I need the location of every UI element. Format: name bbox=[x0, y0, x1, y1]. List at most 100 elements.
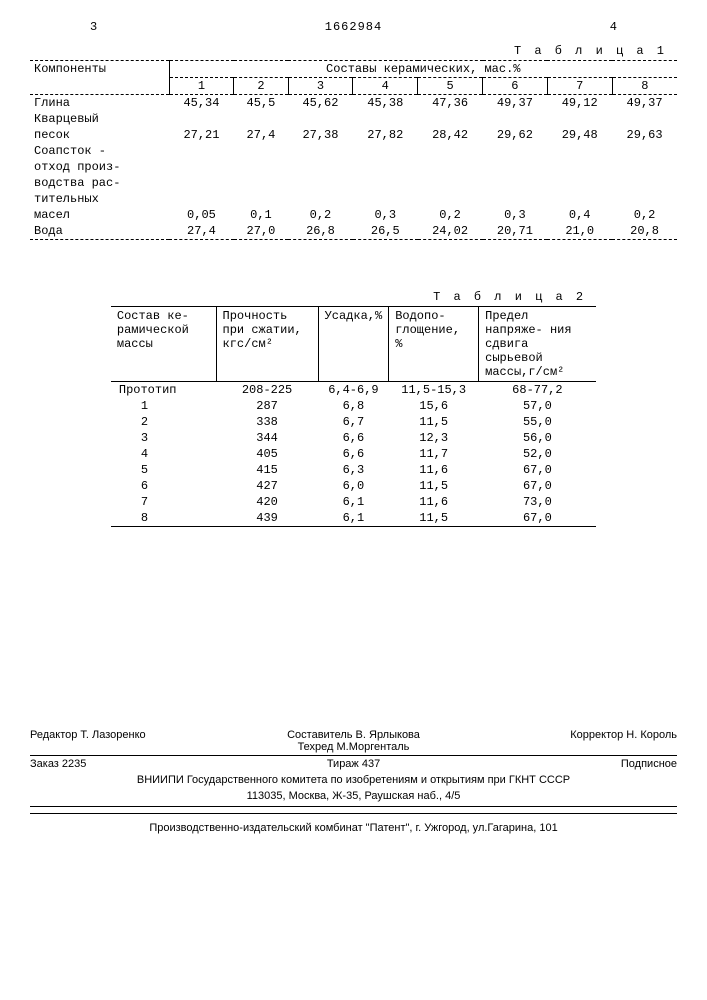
footer-compiler: Составитель В. Ярлыкова bbox=[246, 729, 462, 741]
row-label: масел bbox=[30, 207, 169, 223]
footer-order: Заказ 2235 bbox=[30, 758, 246, 770]
table-row: 54156,311,667,0 bbox=[111, 462, 596, 478]
cell: 6,6 bbox=[318, 430, 389, 446]
cell bbox=[353, 175, 418, 191]
t1-col: 4 bbox=[353, 78, 418, 95]
cell: 6,7 bbox=[318, 414, 389, 430]
cell bbox=[169, 175, 234, 191]
cell bbox=[483, 191, 548, 207]
cell: 27,82 bbox=[353, 127, 418, 143]
cell: 20,71 bbox=[483, 223, 548, 240]
cell bbox=[547, 191, 612, 207]
t2-col: Водопо- глощение, % bbox=[389, 307, 479, 382]
cell: 56,0 bbox=[479, 430, 596, 446]
cell: 6,1 bbox=[318, 494, 389, 510]
t2-col: Состав ке- рамической массы bbox=[111, 307, 216, 382]
cell: 287 bbox=[216, 398, 318, 414]
row-label: Глина bbox=[30, 95, 169, 112]
table-row: Глина45,3445,545,6245,3847,3649,3749,124… bbox=[30, 95, 677, 112]
cell: 55,0 bbox=[479, 414, 596, 430]
cell bbox=[353, 143, 418, 159]
cell: 11,5 bbox=[389, 478, 479, 494]
cell bbox=[234, 191, 288, 207]
cell: 3 bbox=[111, 430, 216, 446]
cell bbox=[483, 175, 548, 191]
cell: 6,8 bbox=[318, 398, 389, 414]
cell: 405 bbox=[216, 446, 318, 462]
cell bbox=[547, 159, 612, 175]
cell: 29,62 bbox=[483, 127, 548, 143]
cell: 0,2 bbox=[612, 207, 677, 223]
footer-corrector: Корректор Н. Король bbox=[461, 729, 677, 753]
cell bbox=[288, 111, 353, 127]
footer-pub2: 113035, Москва, Ж-35, Раушская наб., 4/5 bbox=[30, 788, 677, 807]
table-row: Прототип208-2256,4-6,911,5-15,368-77,2 bbox=[111, 382, 596, 399]
cell: 26,5 bbox=[353, 223, 418, 240]
row-label: Кварцевый bbox=[30, 111, 169, 127]
table-row: 84396,111,567,0 bbox=[111, 510, 596, 527]
cell: 0,4 bbox=[547, 207, 612, 223]
footer-pub1: ВНИИПИ Государственного комитета по изоб… bbox=[30, 772, 677, 788]
t1-col: 1 bbox=[169, 78, 234, 95]
table2-title: Т а б л и ц а 2 bbox=[111, 290, 586, 304]
cell: 27,4 bbox=[234, 127, 288, 143]
table-row: водства рас- bbox=[30, 175, 677, 191]
cell bbox=[288, 191, 353, 207]
cell: 27,0 bbox=[234, 223, 288, 240]
cell: 29,48 bbox=[547, 127, 612, 143]
t1-col: 5 bbox=[418, 78, 483, 95]
cell: Прототип bbox=[111, 382, 216, 399]
cell: 0,2 bbox=[288, 207, 353, 223]
cell bbox=[612, 191, 677, 207]
cell bbox=[169, 191, 234, 207]
table-row: 23386,711,555,0 bbox=[111, 414, 596, 430]
cell: 67,0 bbox=[479, 510, 596, 527]
cell: 11,6 bbox=[389, 462, 479, 478]
cell: 11,5 bbox=[389, 510, 479, 527]
table-row: тительных bbox=[30, 191, 677, 207]
cell: 49,37 bbox=[612, 95, 677, 112]
table-row: 64276,011,567,0 bbox=[111, 478, 596, 494]
cell bbox=[288, 159, 353, 175]
t1-head-group: Составы керамических, мас.% bbox=[169, 61, 677, 78]
t1-col: 2 bbox=[234, 78, 288, 95]
t2-body: Прототип208-2256,4-6,911,5-15,368-77,212… bbox=[111, 382, 596, 527]
cell: 67,0 bbox=[479, 478, 596, 494]
cell: 5 bbox=[111, 462, 216, 478]
cell: 67,0 bbox=[479, 462, 596, 478]
cell: 1 bbox=[111, 398, 216, 414]
table2: Состав ке- рамической массыПрочность при… bbox=[111, 306, 596, 527]
cell: 21,0 bbox=[547, 223, 612, 240]
cell bbox=[612, 143, 677, 159]
cell: 344 bbox=[216, 430, 318, 446]
cell bbox=[169, 159, 234, 175]
cell: 24,02 bbox=[418, 223, 483, 240]
cell bbox=[418, 159, 483, 175]
cell: 11,5-15,3 bbox=[389, 382, 479, 399]
table-row: песок27,2127,427,3827,8228,4229,6229,482… bbox=[30, 127, 677, 143]
cell: 0,2 bbox=[418, 207, 483, 223]
cell bbox=[612, 159, 677, 175]
footer-tirage: Тираж 437 bbox=[246, 758, 462, 770]
cell: 27,4 bbox=[169, 223, 234, 240]
table1: Компоненты Составы керамических, мас.% 1… bbox=[30, 60, 677, 240]
cell: 8 bbox=[111, 510, 216, 527]
t1-col: 3 bbox=[288, 78, 353, 95]
t1-body: Глина45,3445,545,6245,3847,3649,3749,124… bbox=[30, 95, 677, 240]
cell: 26,8 bbox=[288, 223, 353, 240]
cell bbox=[547, 143, 612, 159]
cell: 45,34 bbox=[169, 95, 234, 112]
cell bbox=[612, 175, 677, 191]
cell: 11,7 bbox=[389, 446, 479, 462]
cell bbox=[234, 159, 288, 175]
page-left: 3 bbox=[90, 20, 97, 34]
cell bbox=[288, 175, 353, 191]
cell: 45,5 bbox=[234, 95, 288, 112]
cell bbox=[418, 175, 483, 191]
cell bbox=[353, 111, 418, 127]
table-row: отход произ- bbox=[30, 159, 677, 175]
table-row: 44056,611,752,0 bbox=[111, 446, 596, 462]
cell: 11,5 bbox=[389, 414, 479, 430]
t2-col: Прочность при сжатии, кгс/см² bbox=[216, 307, 318, 382]
t1-col: 6 bbox=[483, 78, 548, 95]
